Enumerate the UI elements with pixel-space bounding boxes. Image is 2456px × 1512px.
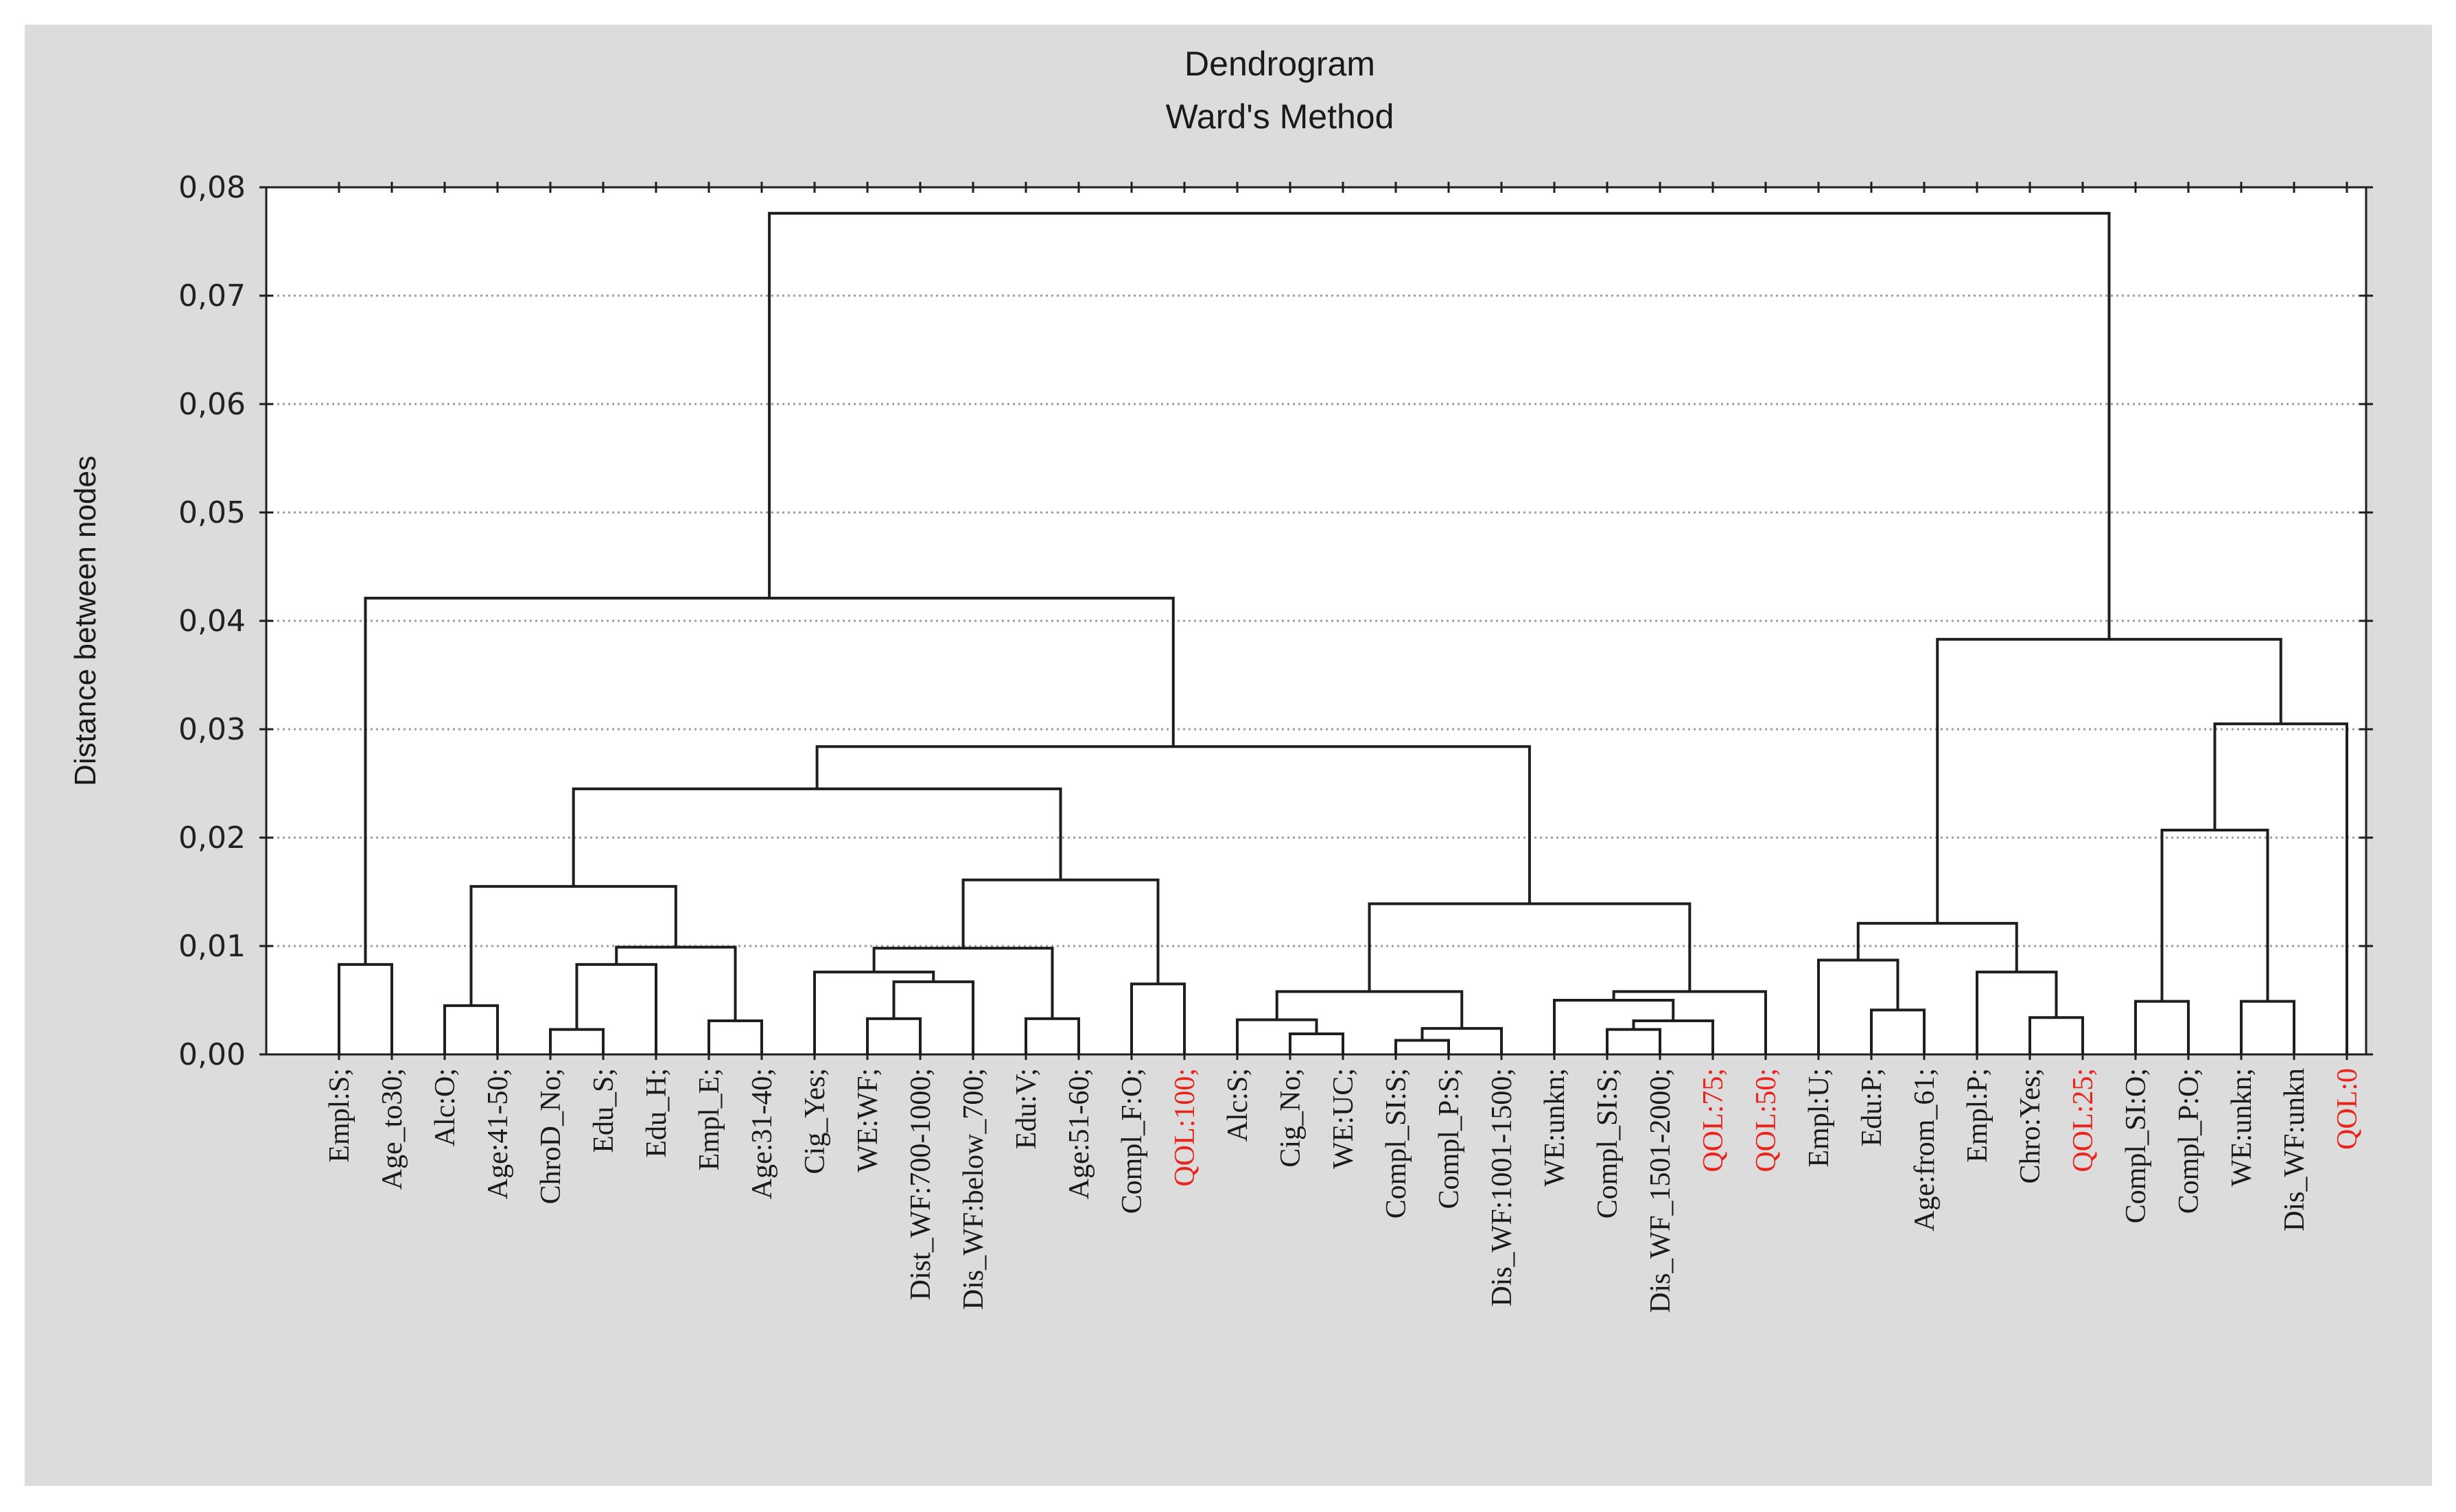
- y-tick-label: 0,07: [178, 279, 246, 314]
- leaf-label: WE:unkn;: [2226, 1068, 2258, 1187]
- leaf-label: Age_to30;: [377, 1068, 408, 1190]
- y-axis-ticks: 0,00 0,01 0,02 0,03 0,04 0,05 0,06 0,07 0,08: [178, 170, 2373, 1072]
- leaf-label: QOL:25;: [2068, 1068, 2099, 1172]
- leaf-label: Dis_WF:1001-1500;: [1486, 1068, 1518, 1307]
- leaf-label: ChroD_No;: [535, 1068, 567, 1204]
- leaf-label: WE:WF;: [852, 1068, 884, 1172]
- leaf-label: Empl:S;: [324, 1068, 355, 1163]
- leaf-label: QOL:50;: [1751, 1068, 1782, 1172]
- y-tick-label: 0,00: [178, 1037, 246, 1072]
- leaf-label: WE:unkn;: [1539, 1068, 1571, 1187]
- leaf-label: Edu_S;: [588, 1068, 620, 1153]
- leaf-label: Compl_SI:O;: [2120, 1068, 2152, 1223]
- leaf-label: Compl_P:O;: [2173, 1068, 2205, 1214]
- y-tick-label: 0,03: [178, 712, 246, 747]
- chart-title: Dendrogram: [1184, 45, 1375, 83]
- dendrogram-branch: [768, 211, 2111, 639]
- leaf-label: Dist_WF:700-1000;: [905, 1068, 937, 1300]
- chart-frame: Dendrogram Ward's Method 0,00 0,01 0,02 0,0…: [25, 25, 2432, 1486]
- y-tick-label: 0,02: [178, 820, 246, 855]
- leaf-label: Empl:P;: [1962, 1068, 1993, 1163]
- leaf-label: Compl_SI:S;: [1592, 1068, 1624, 1218]
- leaf-label: WE:UC;: [1328, 1068, 1359, 1169]
- leaf-label: Dis_WF:below_700;: [958, 1068, 990, 1310]
- dendrogram-chart: Dendrogram Ward's Method 0,000,010,020,0…: [69, 45, 2373, 1313]
- y-axis-label: Distance between nodes: [69, 456, 102, 786]
- leaf-label: Age:from_61;: [1909, 1068, 1941, 1231]
- leaf-label: QOL:75;: [1698, 1068, 1729, 1172]
- leaf-label: Age:31-40;: [747, 1068, 778, 1199]
- leaf-label: Dis_WF_1501-2000;: [1645, 1068, 1676, 1313]
- chart-subtitle: Ward's Method: [1166, 97, 1394, 136]
- leaf-label: QOL:100;: [1169, 1068, 1201, 1187]
- leaf-label: Edu_H;: [641, 1068, 673, 1158]
- y-tick-label: 0,08: [178, 170, 246, 205]
- leaf-label: Edu:P;: [1856, 1068, 1888, 1146]
- gridlines: [266, 294, 2366, 947]
- leaf-labels: Empl:S; Age_to30; Alc:O; Age:41-50; ChroD_No…: [324, 1068, 2363, 1313]
- leaf-label: Edu:V;: [1011, 1068, 1042, 1149]
- leaf-label: Empl_E;: [694, 1068, 725, 1170]
- leaf-label: Chro:Yes;: [2015, 1068, 2046, 1183]
- y-tick-label: 0,04: [178, 604, 246, 639]
- leaf-label: Age:41-50;: [482, 1068, 514, 1199]
- leaf-label: Alc:S;: [1222, 1068, 1254, 1142]
- leaf-label: Empl:U;: [1803, 1068, 1835, 1168]
- leaf-label: Cig_Yes;: [799, 1068, 831, 1174]
- y-tick-label: 0,06: [178, 387, 246, 422]
- leaf-label: Alc:O;: [430, 1068, 461, 1146]
- y-tick-label: 0,05: [178, 495, 246, 530]
- leaf-label: Compl_SI:S;: [1381, 1068, 1412, 1218]
- leaf-label: Compl_F:O;: [1116, 1068, 1148, 1214]
- leaf-label: Age:51-60;: [1064, 1068, 1095, 1199]
- leaf-label: Compl_P:S;: [1434, 1068, 1465, 1209]
- dendrogram-branches: [338, 211, 2348, 1054]
- y-tick-label: 0,01: [178, 929, 246, 964]
- leaf-label: Dis_WF:unkn: [2279, 1068, 2311, 1231]
- leaf-label: QOL:0: [2332, 1068, 2363, 1150]
- leaf-label: Cig_No;: [1275, 1068, 1307, 1168]
